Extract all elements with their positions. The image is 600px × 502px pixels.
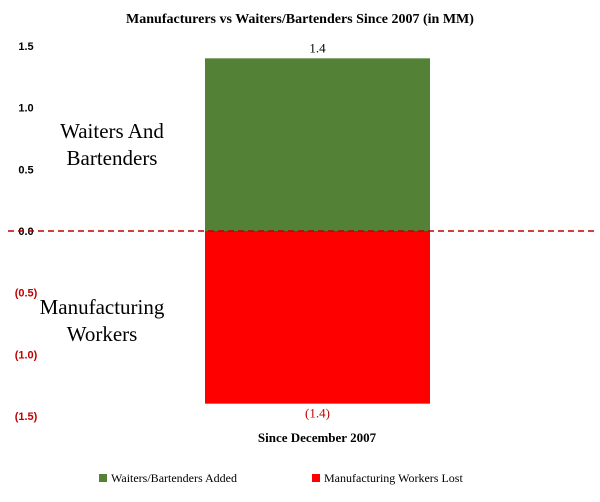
y-tick-label: (1.5)	[15, 411, 38, 423]
y-tick-label: 1.0	[18, 103, 33, 115]
chart-title: Manufacturers vs Waiters/Bartenders Sinc…	[126, 12, 474, 27]
annotation-manufacturing: Workers	[67, 322, 138, 346]
y-tick-label: 0.5	[18, 164, 33, 176]
legend: Waiters/Bartenders Added Manufacturing Wo…	[99, 471, 463, 485]
annotation-waiters: Waiters And	[60, 119, 164, 143]
legend-swatch	[312, 474, 320, 482]
bar-manufacturing-workers	[205, 231, 430, 404]
y-tick-label: (1.0)	[15, 349, 38, 361]
legend-swatch	[99, 474, 107, 482]
legend-label: Waiters/Bartenders Added	[111, 471, 237, 485]
x-axis-label: Since December 2007	[258, 430, 377, 445]
y-tick-label: 1.5	[18, 41, 33, 53]
bar-waiters-bartenders	[205, 58, 430, 232]
y-tick-label: 0.0	[18, 226, 33, 238]
annotation-manufacturing: Manufacturing	[40, 295, 165, 319]
legend-label: Manufacturing Workers Lost	[324, 471, 463, 485]
data-label: 1.4	[309, 40, 326, 55]
annotation-waiters: Bartenders	[67, 146, 158, 170]
y-tick-label: (0.5)	[15, 288, 38, 300]
data-label: (1.4)	[305, 406, 330, 421]
